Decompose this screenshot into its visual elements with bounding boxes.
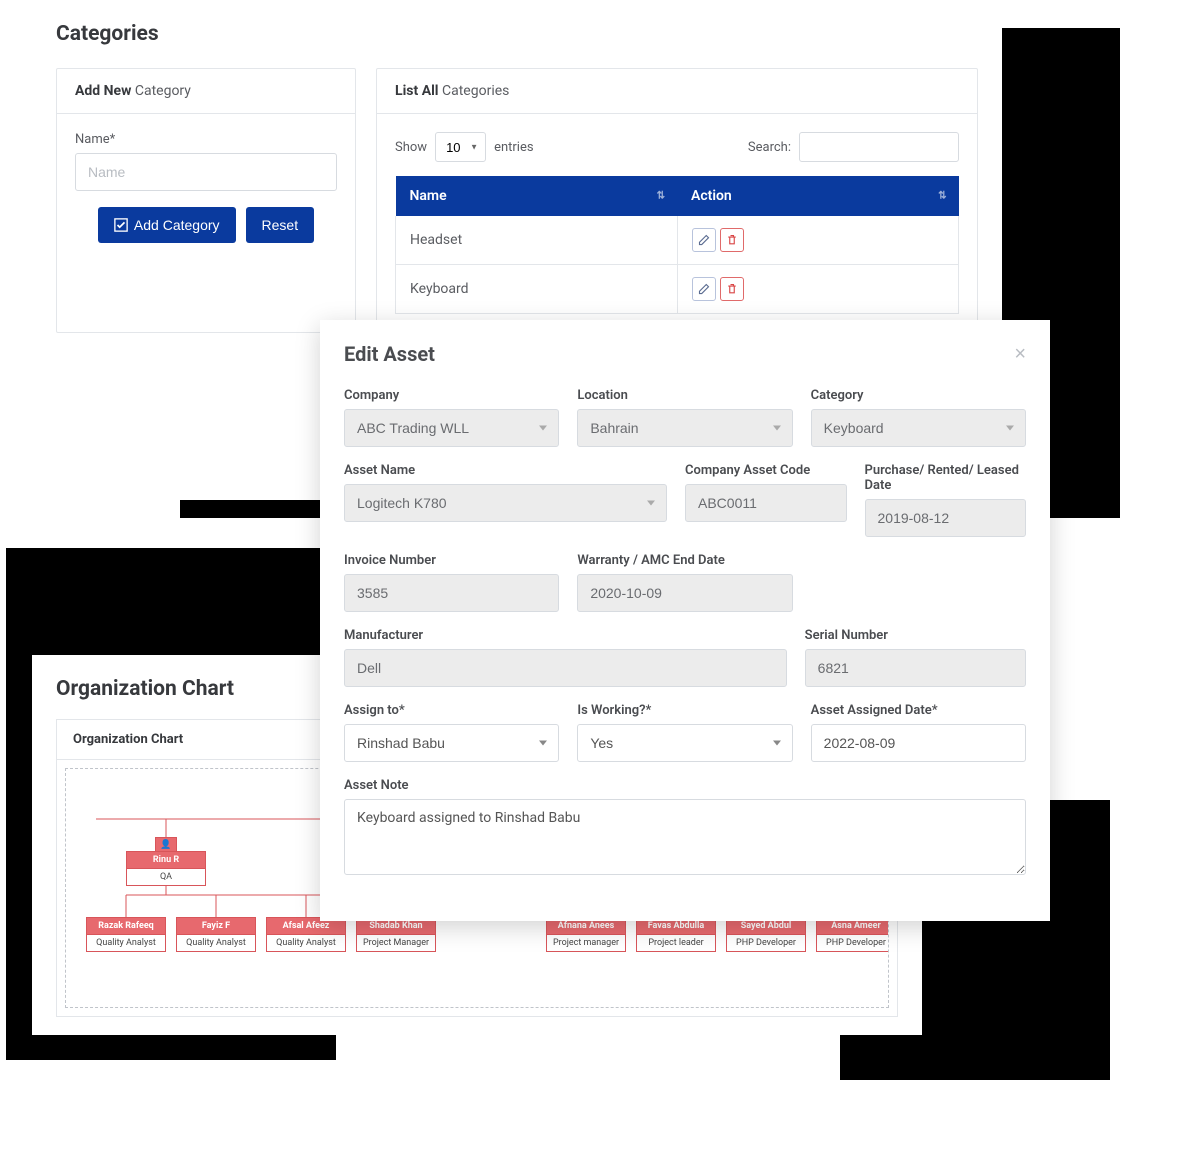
org-node[interactable]: Fayiz FQuality Analyst [176,917,256,952]
org-node-role: Project Manager [356,935,436,952]
warranty-label: Warranty / AMC End Date [577,553,792,568]
warranty-input[interactable] [577,574,792,612]
org-node[interactable]: Shadab KhanProject Manager [356,917,436,952]
cell-action [677,216,959,265]
trash-icon [726,283,738,295]
org-node-role: Quality Analyst [176,935,256,952]
org-node-role: Project leader [636,935,716,952]
table-row: Keyboard [396,265,959,314]
invoice-label: Invoice Number [344,553,559,568]
person-icon: 👤 [155,837,177,851]
location-label: Location [577,388,792,403]
pencil-icon [698,234,710,246]
serial-input[interactable] [805,649,1026,687]
asset-code-input[interactable] [685,484,847,522]
purchase-date-label: Purchase/ Rented/ Leased Date [865,463,1027,493]
trash-icon [726,234,738,246]
working-select[interactable] [577,724,792,762]
col-name[interactable]: Name⇅ [396,176,678,216]
org-node[interactable]: Razak RafeeqQuality Analyst [86,917,166,952]
cell-name: Keyboard [396,265,678,314]
list-title-light: Categories [442,83,509,99]
edit-asset-modal: Edit Asset × Company Location Category A… [320,320,1050,921]
org-node[interactable]: Asna AmeerPHP Developer [816,917,889,952]
add-category-label: Add Category [134,217,220,233]
note-label: Asset Note [344,778,1026,793]
reset-button[interactable]: Reset [246,207,315,243]
add-card-title-strong: Add New [75,83,131,99]
close-button[interactable]: × [1014,343,1026,366]
company-select[interactable] [344,409,559,447]
purchase-date-input[interactable] [865,499,1027,537]
category-select[interactable] [811,409,1026,447]
name-label: Name* [75,132,337,147]
table-row: Headset [396,216,959,265]
org-node-name: Rinu R [126,851,206,869]
search-label: Search: [748,140,791,155]
check-icon [114,218,128,232]
location-select[interactable] [577,409,792,447]
list-title-strong: List All [395,83,439,99]
org-node[interactable]: Favas AbdullaProject leader [636,917,716,952]
asset-code-label: Company Asset Code [685,463,847,478]
assign-to-select[interactable] [344,724,559,762]
modal-title: Edit Asset [344,342,435,366]
categories-title: Categories [56,22,978,46]
search-box: Search: [748,132,959,162]
edit-button[interactable] [692,277,716,301]
org-node-role: QA [126,869,206,886]
org-node[interactable]: Sayed AbdulPHP Developer [726,917,806,952]
add-card-header: Add New Category [57,69,355,114]
assigned-date-input[interactable] [811,724,1026,762]
org-node-name: Razak Rafeeq [86,917,166,935]
delete-button[interactable] [720,228,744,252]
company-label: Company [344,388,559,403]
cell-name: Headset [396,216,678,265]
list-card-header: List All Categories [377,69,977,114]
org-node[interactable]: 👤Rinu RQA [126,851,206,886]
search-input[interactable] [799,132,959,162]
cell-action [677,265,959,314]
org-node-role: PHP Developer [726,935,806,952]
show-entries: Show 10 entries [395,132,534,162]
note-textarea[interactable] [344,799,1026,875]
add-category-card: Add New Category Name* Add Category Rese… [56,68,356,333]
categories-table: Name⇅ Action⇅ HeadsetKeyboard [395,176,959,314]
manufacturer-input[interactable] [344,649,787,687]
sort-icon: ⇅ [657,191,665,202]
category-label: Category [811,388,1026,403]
org-node-name: Fayiz F [176,917,256,935]
org-node-role: Project manager [546,935,626,952]
add-card-title-light: Category [135,83,191,99]
org-node-role: Quality Analyst [266,935,346,952]
assigned-date-label: Asset Assigned Date* [811,703,1026,718]
asset-name-label: Asset Name [344,463,667,478]
delete-button[interactable] [720,277,744,301]
assign-to-label: Assign to* [344,703,559,718]
pencil-icon [698,283,710,295]
invoice-input[interactable] [344,574,559,612]
sort-icon: ⇅ [938,191,946,202]
org-node-role: Quality Analyst [86,935,166,952]
manufacturer-label: Manufacturer [344,628,787,643]
add-category-button[interactable]: Add Category [98,207,236,243]
edit-button[interactable] [692,228,716,252]
working-label: Is Working?* [577,703,792,718]
entries-label: entries [494,140,534,155]
show-label: Show [395,140,427,155]
asset-name-select[interactable] [344,484,667,522]
category-name-input[interactable] [75,153,337,191]
page-size-select[interactable]: 10 [435,132,486,162]
serial-label: Serial Number [805,628,1026,643]
org-node[interactable]: Afsal AfeezQuality Analyst [266,917,346,952]
col-action[interactable]: Action⇅ [677,176,959,216]
org-node[interactable]: Afnana AneesProject manager [546,917,626,952]
list-categories-card: List All Categories Show 10 entries [376,68,978,333]
org-node-role: PHP Developer [816,935,889,952]
